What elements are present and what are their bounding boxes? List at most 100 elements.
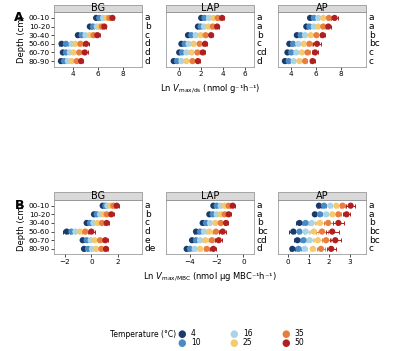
- Point: [315, 15, 322, 21]
- Point: [302, 229, 309, 234]
- Text: de: de: [145, 244, 156, 253]
- Text: b: b: [145, 22, 150, 31]
- Text: a: a: [369, 210, 374, 219]
- Point: [293, 49, 300, 55]
- Point: [213, 229, 219, 234]
- Point: [98, 246, 104, 252]
- Point: [68, 229, 74, 234]
- Text: d: d: [257, 57, 262, 66]
- Point: [325, 24, 332, 29]
- Point: [298, 32, 304, 38]
- Point: [339, 203, 346, 208]
- Text: b: b: [257, 218, 262, 227]
- Point: [307, 15, 313, 21]
- Point: [190, 41, 197, 47]
- Text: ●: ●: [230, 338, 238, 348]
- Text: Ln $\mathit{V}_{\mathrm{max/MBC}}$ (nmol μg MBC⁻¹h⁻¹): Ln $\mathit{V}_{\mathrm{max/MBC}}$ (nmol…: [143, 270, 277, 283]
- Point: [74, 58, 80, 64]
- Text: cd: cd: [257, 236, 267, 245]
- Point: [104, 220, 110, 226]
- Point: [100, 203, 106, 208]
- Point: [202, 41, 208, 47]
- Point: [306, 237, 313, 243]
- Point: [178, 41, 184, 47]
- Point: [193, 229, 199, 234]
- Point: [210, 212, 216, 217]
- Point: [103, 15, 109, 21]
- FancyBboxPatch shape: [54, 5, 142, 12]
- Point: [200, 49, 206, 55]
- Text: AP: AP: [316, 4, 328, 13]
- Point: [109, 15, 116, 21]
- Point: [88, 237, 94, 243]
- Point: [286, 41, 292, 47]
- Point: [183, 58, 190, 64]
- Point: [207, 220, 213, 226]
- Point: [202, 237, 208, 243]
- Point: [78, 32, 85, 38]
- Point: [97, 237, 103, 243]
- Y-axis label: Depth (cm): Depth (cm): [17, 204, 26, 251]
- Point: [290, 58, 297, 64]
- Point: [77, 41, 84, 47]
- Point: [222, 212, 228, 217]
- Point: [331, 15, 338, 21]
- Point: [323, 212, 329, 217]
- FancyBboxPatch shape: [54, 192, 142, 200]
- Point: [91, 212, 97, 217]
- Point: [198, 24, 204, 29]
- Point: [189, 58, 196, 64]
- Point: [296, 229, 303, 234]
- Text: d: d: [145, 48, 150, 57]
- Text: c: c: [369, 244, 374, 253]
- FancyBboxPatch shape: [166, 192, 254, 200]
- Point: [104, 203, 110, 208]
- Point: [219, 15, 225, 21]
- Point: [327, 203, 333, 208]
- Point: [99, 220, 105, 226]
- Point: [184, 246, 190, 252]
- Point: [300, 41, 307, 47]
- Point: [320, 32, 326, 38]
- Text: ●: ●: [282, 338, 290, 348]
- Text: b: b: [369, 218, 374, 227]
- Point: [197, 237, 203, 243]
- Text: BG: BG: [91, 191, 105, 201]
- Text: a: a: [257, 210, 262, 219]
- Point: [198, 32, 204, 38]
- Point: [306, 24, 313, 29]
- Text: B: B: [14, 199, 24, 212]
- Point: [80, 237, 86, 243]
- Point: [77, 229, 83, 234]
- Point: [94, 220, 100, 226]
- Point: [214, 15, 221, 21]
- FancyBboxPatch shape: [278, 5, 366, 12]
- Point: [70, 49, 77, 55]
- Point: [68, 41, 75, 47]
- Point: [185, 32, 191, 38]
- Point: [286, 58, 292, 64]
- Text: c: c: [369, 57, 374, 66]
- Point: [193, 237, 199, 243]
- Point: [308, 220, 315, 226]
- Point: [296, 220, 303, 226]
- Point: [93, 15, 99, 21]
- Point: [64, 229, 70, 234]
- Text: 4: 4: [191, 329, 196, 338]
- Point: [206, 15, 212, 21]
- Text: bc: bc: [369, 39, 379, 48]
- Point: [58, 41, 65, 47]
- Point: [348, 203, 354, 208]
- Point: [100, 212, 106, 217]
- Point: [222, 203, 228, 208]
- Point: [308, 32, 314, 38]
- Text: b: b: [257, 31, 262, 40]
- Text: d: d: [145, 39, 150, 48]
- Text: a: a: [257, 22, 262, 31]
- Point: [319, 229, 325, 234]
- Text: bc: bc: [369, 227, 379, 236]
- Text: bc: bc: [257, 227, 267, 236]
- Point: [183, 49, 190, 55]
- Text: c: c: [145, 31, 150, 40]
- Point: [323, 237, 329, 243]
